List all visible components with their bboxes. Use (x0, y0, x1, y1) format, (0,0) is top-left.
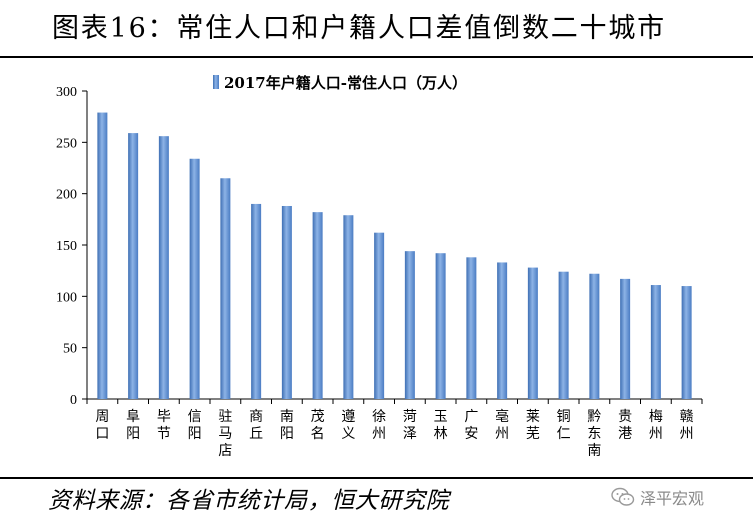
x-tick-label: 驻马店 (218, 409, 232, 459)
x-tick-label: 亳州 (495, 408, 509, 442)
x-tick-label: 信阳 (188, 409, 202, 442)
x-tick-label: 毕节 (157, 409, 171, 442)
bar (343, 215, 354, 399)
x-tick-label: 铜仁 (557, 409, 571, 442)
bar (620, 278, 631, 399)
y-tick-label: 50 (63, 342, 77, 357)
x-tick-label: 黔东南 (587, 409, 601, 459)
bar (650, 285, 661, 399)
bar (466, 257, 477, 399)
bar (527, 267, 538, 399)
x-tick-label: 遵义 (341, 408, 355, 442)
legend-swatch (213, 75, 219, 89)
bar (189, 158, 200, 399)
chart-legend: 2017年户籍人口-常住人口（万人） (213, 74, 467, 92)
bar (558, 271, 569, 399)
x-tick-label: 赣州 (680, 409, 694, 442)
bar (589, 273, 600, 399)
x-tick-label: 广安 (464, 409, 478, 442)
bar (404, 251, 415, 399)
chart-header: 图表16：常住人口和户籍人口差值倒数二十城市 (0, 0, 753, 56)
header-rule (0, 56, 753, 58)
y-tick-label: 200 (56, 188, 77, 203)
x-tick-label: 贵港 (618, 409, 632, 442)
y-tick-label: 150 (56, 239, 77, 254)
x-tick-label: 周口 (95, 409, 109, 442)
bar (128, 133, 139, 399)
bar (497, 262, 508, 399)
bar (281, 205, 292, 399)
x-tick-label: 阜阳 (126, 408, 140, 442)
y-tick-label: 300 (56, 85, 77, 100)
x-tick-label: 莱芜 (526, 409, 540, 442)
x-tick-label: 商丘 (249, 409, 263, 442)
y-tick-label: 0 (70, 393, 77, 408)
bar-series (97, 112, 692, 399)
bar (220, 178, 231, 399)
x-tick-label: 徐州 (372, 409, 386, 442)
watermark-text: 泽平宏观 (640, 489, 705, 508)
bar (312, 212, 323, 399)
y-tick-label: 100 (56, 290, 77, 305)
footer-rule (0, 477, 753, 479)
x-tick-label: 南阳 (280, 409, 294, 442)
x-tick-label: 茂名 (311, 408, 325, 442)
figure-title: 图表16：常住人口和户籍人口差值倒数二十城市 (52, 13, 666, 44)
wechat-icon (611, 487, 635, 506)
bar (251, 203, 262, 399)
chart-axes: 0 50 100 150 200 250 300 (56, 85, 703, 408)
y-tick-label: 250 (56, 136, 77, 151)
legend-label: 2017年户籍人口-常住人口（万人） (224, 74, 467, 92)
x-tick-label: 梅州 (649, 409, 663, 442)
x-tick-label: 菏泽 (403, 409, 417, 442)
bar (374, 232, 385, 399)
bar (435, 253, 446, 399)
bar (158, 136, 169, 399)
x-tick-label: 玉林 (434, 409, 448, 442)
bar (97, 112, 108, 399)
bar (681, 286, 692, 399)
bar-chart: 2017年户籍人口-常住人口（万人） 0 50 100 150 200 250 300 周口… (56, 74, 703, 459)
watermark: 泽平宏观 (611, 484, 704, 510)
source-note: 资料来源：各省市统计局，恒大研究院 (48, 488, 450, 514)
